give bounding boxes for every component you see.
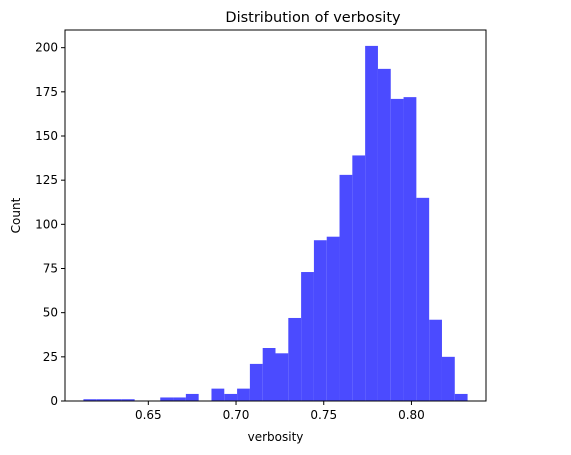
y-tick-label: 100 — [35, 217, 58, 231]
y-axis-ticks: 0 25 50 75 100 125 150 175 200 — [35, 41, 65, 408]
histogram-bar — [441, 356, 455, 401]
histogram-bar — [173, 397, 186, 401]
y-tick-label: 0 — [50, 394, 58, 408]
chart-title: Distribution of verbosity — [225, 10, 401, 26]
histogram-bar — [416, 197, 430, 401]
histogram-bar — [121, 399, 135, 401]
histogram-bar — [224, 393, 238, 401]
histogram-bar — [109, 399, 122, 401]
histogram-bar — [454, 393, 468, 401]
y-tick-label: 150 — [35, 129, 58, 143]
histogram-bar — [96, 399, 110, 401]
y-tick-label: 50 — [43, 306, 58, 320]
y-tick-label: 125 — [35, 173, 58, 187]
histogram-bar — [365, 45, 378, 402]
histogram-bar — [326, 236, 340, 401]
x-axis-ticks: 0.65 0.70 0.75 0.80 — [135, 401, 425, 422]
histogram-bar — [275, 353, 289, 401]
histogram-bar — [185, 393, 199, 401]
histogram-bar — [237, 388, 250, 401]
histogram-bar — [160, 397, 174, 401]
histogram-bar — [403, 97, 417, 401]
y-axis-label: Count — [9, 197, 23, 233]
histogram-bar — [83, 399, 97, 401]
x-tick-label: 0.80 — [398, 408, 425, 422]
y-tick-label: 75 — [43, 262, 58, 276]
x-axis-label: verbosity — [248, 430, 304, 444]
plot-frame — [64, 29, 487, 402]
histogram-bar — [390, 98, 404, 402]
histogram-bar — [262, 348, 276, 401]
histogram-bar — [352, 155, 366, 401]
x-tick-label: 0.75 — [310, 408, 337, 422]
histogram-bar — [288, 317, 302, 401]
x-tick-label: 0.65 — [135, 408, 162, 422]
x-tick-label: 0.70 — [223, 408, 250, 422]
histogram-bar — [249, 363, 263, 401]
y-tick-label: 200 — [35, 41, 58, 55]
histogram-bar — [301, 272, 314, 401]
y-tick-label: 25 — [43, 350, 58, 364]
histogram-bars — [83, 45, 468, 402]
y-tick-label: 175 — [35, 85, 58, 99]
histogram-bar — [339, 174, 353, 401]
histogram-bar — [429, 319, 442, 401]
histogram-bar — [211, 388, 225, 401]
histogram-bar — [377, 68, 391, 401]
histogram-bar — [313, 240, 327, 401]
